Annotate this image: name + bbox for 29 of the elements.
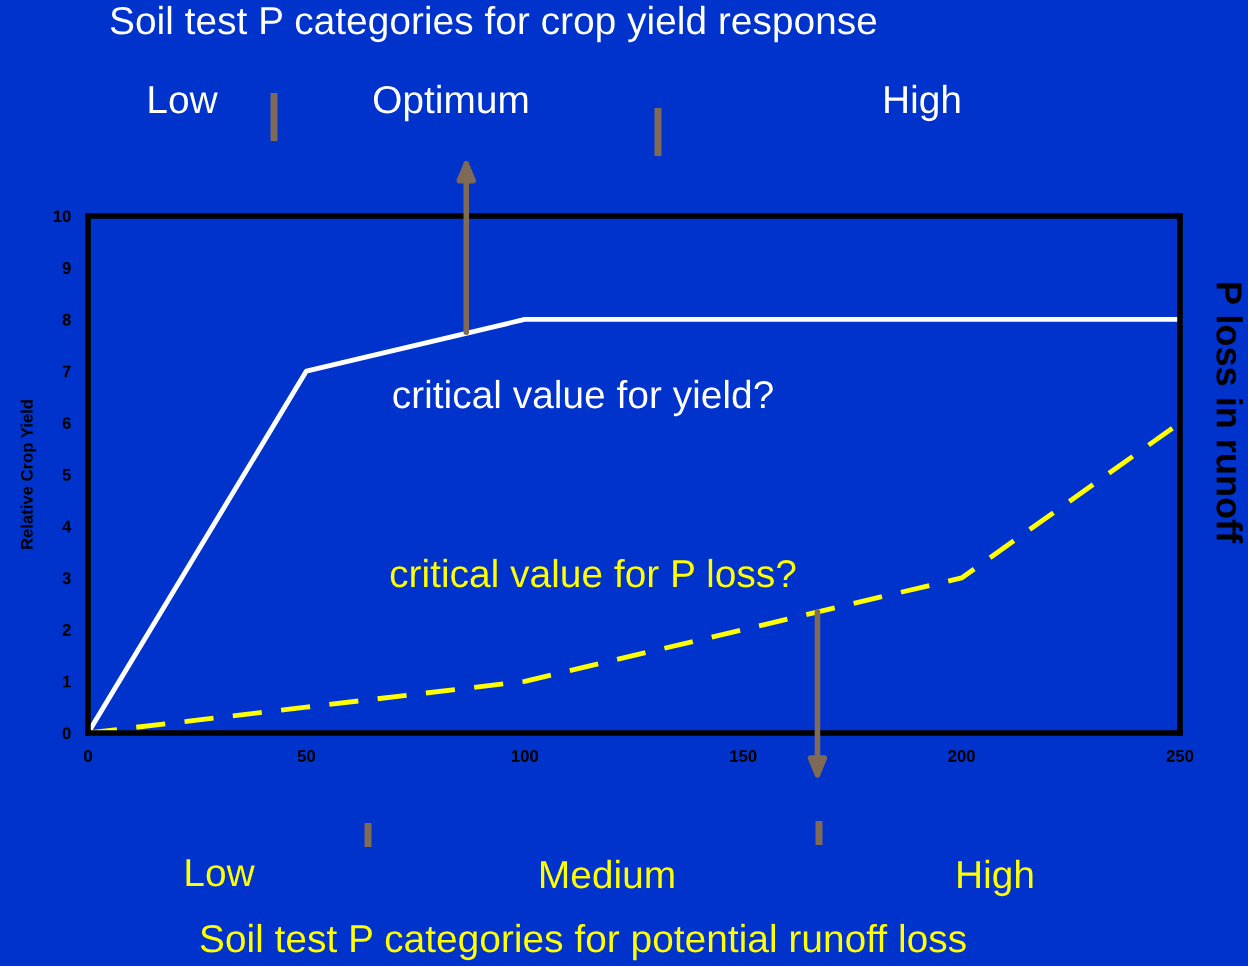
y-tick-label: 10 bbox=[53, 210, 71, 223]
x-tick-label: 150 bbox=[730, 750, 757, 762]
annotation: critical value for yield? bbox=[393, 379, 773, 417]
x-tick-label: 100 bbox=[511, 750, 539, 762]
text: High bbox=[958, 859, 1033, 897]
annotation: critical value for P loss? bbox=[390, 558, 796, 588]
y-tick-label: 8 bbox=[62, 313, 71, 326]
y-tick-label: 5 bbox=[62, 469, 71, 481]
y-tick-label: 3 bbox=[62, 572, 71, 585]
text: Optimum bbox=[373, 84, 528, 122]
text: Low bbox=[149, 86, 218, 114]
y-tick-label: 4 bbox=[62, 520, 72, 533]
y-tick-label: 6 bbox=[62, 417, 71, 429]
chart-title: Soil test P categories for crop yield response bbox=[110, 5, 877, 43]
y-tick-label: 2 bbox=[62, 624, 71, 636]
x-tick-label: 50 bbox=[297, 750, 315, 762]
text: Medium bbox=[541, 859, 674, 889]
y-tick-label: 1 bbox=[63, 675, 71, 688]
y2-axis-title: P loss in runoff bbox=[1216, 283, 1243, 544]
x-tick-label: 200 bbox=[948, 750, 975, 762]
text: High bbox=[885, 84, 960, 122]
y-tick-label: 7 bbox=[62, 365, 71, 378]
text: Soil test P categories for potential runoff loss bbox=[200, 923, 966, 961]
text: Low bbox=[186, 859, 255, 887]
y-tick-label: 0 bbox=[62, 727, 71, 740]
y-tick-label: 9 bbox=[62, 262, 71, 274]
x-tick-label: 0 bbox=[84, 750, 92, 762]
x-tick-label: 250 bbox=[1166, 750, 1194, 762]
y-axis-title: Relative Crop Yield bbox=[20, 400, 37, 549]
